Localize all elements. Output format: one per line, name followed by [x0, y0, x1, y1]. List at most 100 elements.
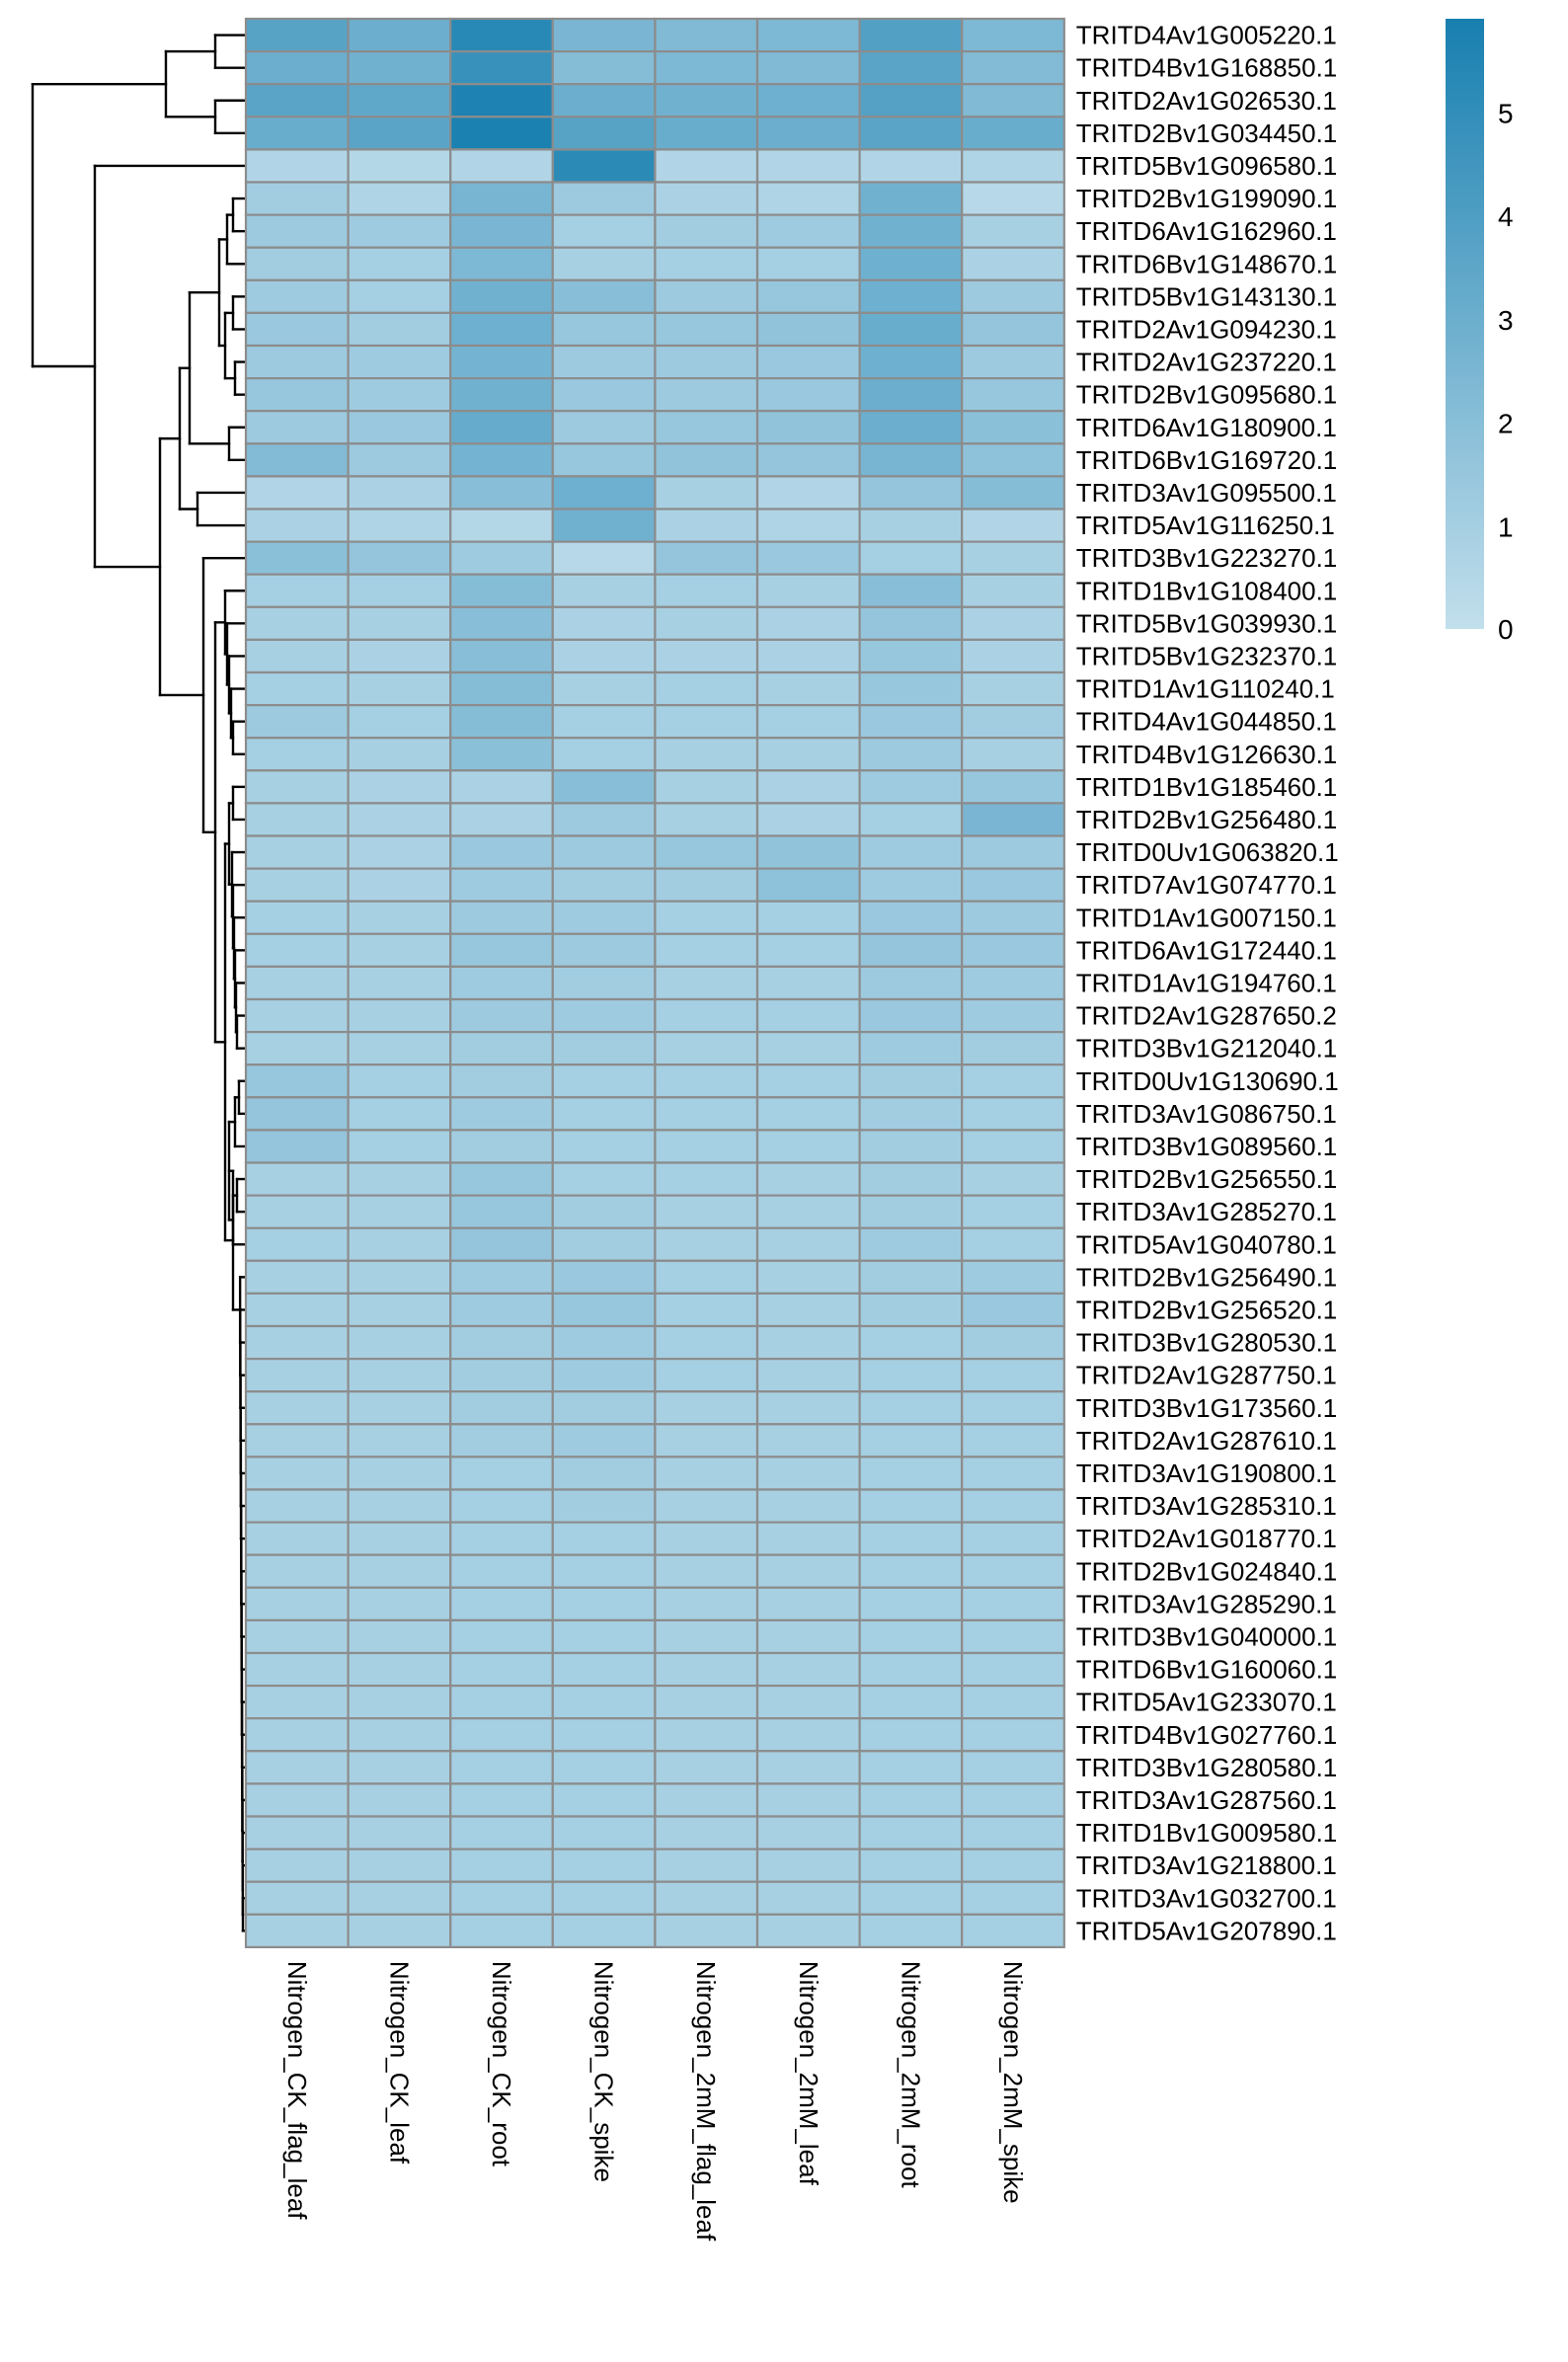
heatmap-cell: [244, 1815, 350, 1850]
heatmap-cell: [858, 1161, 964, 1197]
heatmap-cell: [551, 49, 657, 86]
heatmap-cell: [449, 1096, 554, 1132]
heatmap-cell: [858, 410, 964, 445]
heatmap-cell: [858, 1815, 964, 1850]
heatmap-cell: [449, 573, 554, 608]
heatmap-cell: [244, 1586, 350, 1622]
heatmap-cell: [654, 17, 759, 53]
heatmap-cell: [961, 410, 1065, 445]
heatmap-cell: [654, 605, 759, 641]
heatmap-cell: [755, 17, 861, 53]
heatmap-cell: [551, 1194, 657, 1229]
heatmap-cell: [654, 1259, 759, 1296]
row-label: TRITD3Av1G285270.1: [1076, 1197, 1337, 1226]
column-label: Nitrogen_CK_root: [487, 1961, 516, 2167]
heatmap-cell: [347, 1488, 452, 1524]
heatmap-cell: [551, 1259, 657, 1296]
heatmap-cell: [858, 1913, 964, 1949]
row-label: TRITD6Av1G180900.1: [1076, 413, 1337, 442]
heatmap-cell: [858, 344, 964, 380]
column-label: Nitrogen_CK_spike: [589, 1961, 619, 2182]
heatmap-cell: [244, 181, 350, 216]
heatmap-cell: [858, 737, 964, 772]
heatmap-cell: [654, 181, 759, 216]
heatmap-cell: [654, 1684, 759, 1720]
heatmap-cell: [755, 475, 861, 511]
heatmap-cell: [961, 1618, 1065, 1655]
heatmap-cell: [551, 737, 657, 772]
heatmap-cell: [449, 1456, 554, 1491]
heatmap-cell: [244, 573, 350, 608]
heatmap-cell: [347, 311, 452, 348]
heatmap-cell: [551, 508, 657, 543]
heatmap-cell: [755, 116, 861, 151]
heatmap-cell: [347, 997, 452, 1034]
heatmap-cell: [551, 997, 657, 1034]
heatmap-cell: [654, 1618, 759, 1655]
heatmap-cell: [755, 1521, 861, 1556]
row-label: TRITD5Bv1G143130.1: [1076, 281, 1337, 311]
heatmap-cells: [244, 17, 1065, 1949]
heatmap-cell: [347, 377, 452, 413]
heatmap-cell: [858, 573, 964, 608]
heatmap-cell: [551, 1129, 657, 1164]
heatmap-cell: [755, 802, 861, 837]
heatmap-cell: [858, 1423, 964, 1458]
heatmap-cell: [347, 1390, 452, 1426]
heatmap-cell: [347, 834, 452, 870]
heatmap-cell: [347, 1096, 452, 1132]
row-label: TRITD5Av1G233070.1: [1076, 1688, 1337, 1717]
row-label: TRITD3Av1G285290.1: [1076, 1589, 1337, 1618]
heatmap-cell: [961, 1161, 1065, 1197]
heatmap-cell: [654, 1423, 759, 1458]
heatmap-cell: [449, 83, 554, 118]
heatmap-cell: [654, 997, 759, 1034]
row-labels: TRITD4Av1G005220.1TRITD4Bv1G168850.1TRIT…: [1076, 21, 1339, 1946]
heatmap-cell: [244, 932, 350, 968]
heatmap-cell: [551, 834, 657, 870]
row-label: TRITD2Bv1G034450.1: [1076, 118, 1337, 148]
heatmap-cell: [244, 802, 350, 837]
heatmap-cell: [755, 703, 861, 740]
row-label: TRITD2Bv1G256550.1: [1076, 1164, 1337, 1194]
heatmap-cell: [755, 410, 861, 445]
heatmap-cell: [244, 1618, 350, 1655]
heatmap-cell: [654, 1848, 759, 1883]
heatmap-cell: [449, 311, 554, 348]
heatmap-cell: [551, 1848, 657, 1883]
heatmap-cell: [551, 1618, 657, 1655]
heatmap-cell: [347, 769, 452, 805]
heatmap-cell: [654, 1226, 759, 1262]
heatmap-cell: [551, 1030, 657, 1066]
heatmap-cell: [654, 965, 759, 1001]
heatmap-cell: [449, 867, 554, 903]
heatmap-cell: [449, 1259, 554, 1296]
heatmap-cell: [347, 278, 452, 314]
heatmap-cell: [551, 377, 657, 413]
heatmap-cell: [551, 1684, 657, 1720]
heatmap-cell: [347, 1880, 452, 1916]
heatmap-cell: [654, 148, 759, 184]
row-label: TRITD3Bv1G040000.1: [1076, 1621, 1337, 1651]
row-label: TRITD5Av1G040780.1: [1076, 1229, 1337, 1259]
column-labels: Nitrogen_CK_flag_leaf Nitrogen_CK_leaf Nit…: [282, 1961, 1028, 2242]
heatmap-cell: [858, 148, 964, 184]
heatmap-cell: [858, 1292, 964, 1328]
heatmap-cell: [961, 769, 1065, 805]
heatmap-cell: [654, 508, 759, 543]
heatmap-cell: [961, 1651, 1065, 1688]
heatmap-cell: [449, 1488, 554, 1524]
heatmap-cell: [347, 1194, 452, 1229]
heatmap-cell: [961, 1324, 1065, 1361]
heatmap-cell: [961, 900, 1065, 935]
row-label: TRITD1Av1G110240.1: [1076, 674, 1335, 704]
heatmap-cell: [858, 1618, 964, 1655]
row-label: TRITD3Av1G285310.1: [1076, 1491, 1337, 1521]
row-label: TRITD3Bv1G223270.1: [1076, 543, 1337, 573]
row-label: TRITD2Bv1G199090.1: [1076, 184, 1337, 213]
heatmap-cell: [961, 867, 1065, 903]
heatmap-cell: [961, 344, 1065, 380]
legend-tick-label: 0: [1498, 614, 1514, 645]
heatmap-cell: [244, 605, 350, 641]
heatmap-cell: [961, 1848, 1065, 1883]
